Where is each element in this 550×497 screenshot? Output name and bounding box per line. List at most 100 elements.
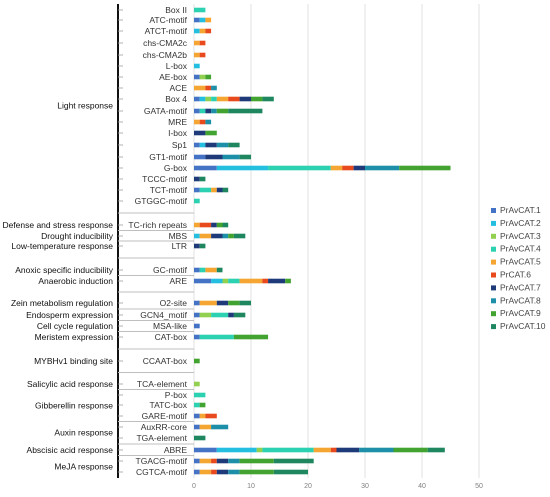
element-label: L-box (166, 61, 188, 71)
bar-layer (194, 7, 451, 475)
bar-segment (228, 469, 240, 475)
group-label: Low-temperature response (11, 241, 113, 251)
bar-segment (199, 28, 206, 34)
bar-segment (199, 52, 206, 58)
element-label: GT1-motif (149, 152, 187, 162)
bar-segment (228, 233, 234, 239)
bar-segment (211, 458, 217, 464)
bar-segment (194, 413, 200, 419)
bar-segment (211, 312, 229, 318)
element-label: TATC-box (150, 400, 188, 410)
bar-segment (222, 187, 229, 193)
bar-segment (194, 108, 200, 114)
bar-segment (353, 165, 365, 171)
bar-segment (205, 74, 212, 80)
x-tick-label: 0 (192, 483, 196, 490)
bar-segment (262, 447, 314, 453)
bar-segment (211, 424, 229, 430)
element-label: ARE (170, 276, 188, 286)
bar-segment (222, 222, 229, 228)
bar-segment (205, 17, 212, 23)
element-label: TCT-motif (150, 185, 188, 195)
bar-segment (216, 96, 229, 102)
bar-segment (228, 142, 240, 148)
bar-segment (199, 300, 217, 306)
element-label: Box 4 (165, 94, 187, 104)
bar-segment (194, 222, 200, 228)
group-label: Light response (57, 101, 113, 111)
bar-segment (199, 74, 206, 80)
bar-segment (205, 28, 212, 34)
bar-segment (199, 424, 212, 430)
bar-segment (199, 96, 206, 102)
group-label: Anoxic specific inducibility (15, 265, 114, 275)
bar-segment (268, 165, 331, 171)
bar-segment (194, 447, 217, 453)
bar-segment (205, 267, 217, 273)
bar-segment (194, 17, 200, 23)
bar-segment (222, 233, 229, 239)
element-label: chs-CMA2c (143, 38, 188, 48)
group-label: Cell cycle regulation (37, 321, 113, 331)
group-label: Meristem expression (35, 332, 114, 342)
bar-segment (199, 413, 206, 419)
bar-segment (205, 154, 223, 160)
element-label: MBS (169, 231, 188, 241)
bar-segment (199, 119, 206, 125)
bar-segment (199, 243, 206, 249)
element-label: TC-rich repeats (128, 220, 187, 230)
legend-label: PrCAT.6 (500, 270, 531, 280)
bar-segment (256, 447, 263, 453)
group-label: Drought inducibility (41, 231, 114, 241)
element-label: GATA-motif (144, 106, 188, 116)
element-label: ACE (170, 83, 188, 93)
bar-segment (194, 267, 200, 273)
element-label: ATC-motif (149, 15, 187, 25)
legend-swatch (491, 246, 496, 252)
bar-segment (336, 447, 360, 453)
bar-segment (359, 447, 394, 453)
bar-segment (194, 142, 200, 148)
element-label: MRE (168, 117, 187, 127)
bar-segment (194, 243, 200, 249)
bar-segment (262, 96, 274, 102)
group-label: Salicylic acid response (27, 379, 113, 389)
bar-segment (228, 300, 240, 306)
bar-segment (228, 108, 263, 114)
bar-segment (285, 278, 291, 284)
legend-swatch (491, 324, 496, 330)
x-tick-label: 20 (304, 483, 312, 490)
bar-segment (194, 435, 206, 441)
element-label: GTGGC-motif (135, 196, 188, 206)
element-label: chs-CMA2b (143, 50, 188, 60)
bar-segment (216, 165, 269, 171)
bar-segment (194, 130, 206, 136)
bar-segment (205, 108, 212, 114)
bar-segment (313, 447, 331, 453)
element-label: TGACG-motif (136, 456, 188, 466)
bar-segment (222, 278, 229, 284)
element-label: G-box (164, 163, 188, 173)
element-label: CGTCA-motif (136, 467, 188, 477)
bar-segment (211, 85, 217, 91)
bar-segment (216, 300, 229, 306)
bar-segment (199, 176, 206, 182)
bar-segment (273, 458, 314, 464)
legend-layer: PrAvCAT.1 PrAvCAT.2 PrAvCAT.3 PrAvCAT.4 PrAv… (491, 205, 546, 331)
element-label: TCCC-motif (142, 174, 187, 184)
bar-segment (199, 17, 206, 23)
legend-label: PrAvCAT.4 (500, 244, 541, 254)
group-label: Auxin response (54, 428, 113, 438)
bar-segment (199, 142, 206, 148)
group-layer: Light response Defense and stress respons… (2, 4, 194, 478)
element-label: GARE-motif (142, 411, 188, 421)
bar-segment (205, 96, 212, 102)
legend-label: PrAvCAT.8 (500, 295, 541, 305)
bar-segment (194, 154, 206, 160)
bar-segment (239, 300, 251, 306)
bar-segment (222, 154, 240, 160)
bar-segment (330, 447, 337, 453)
bar-segment (205, 413, 217, 419)
bar-segment (216, 447, 257, 453)
